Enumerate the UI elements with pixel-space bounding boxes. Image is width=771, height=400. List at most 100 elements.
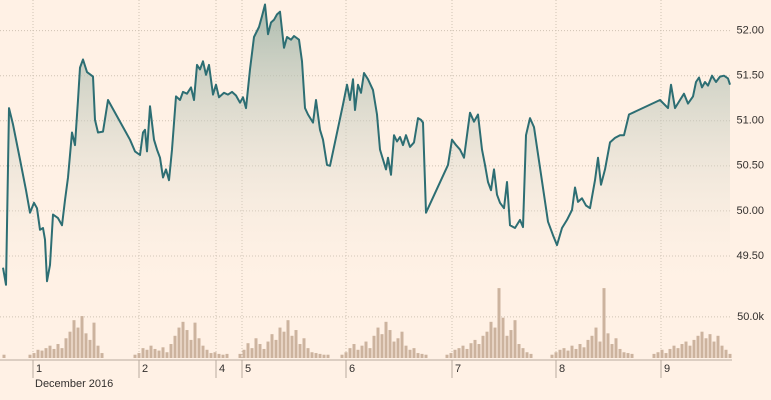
volume-bar: [52, 348, 56, 358]
volume-bar: [165, 352, 169, 358]
volume-bar: [217, 353, 221, 358]
volume-bar: [48, 345, 52, 358]
volume-bar: [193, 322, 197, 358]
volume-bar: [197, 338, 201, 358]
volume-bar: [664, 353, 668, 358]
y-tick-label: 51.00: [736, 115, 764, 127]
volume-bar: [578, 344, 582, 358]
volume-bar: [96, 345, 100, 358]
volume-bar: [481, 335, 485, 358]
x-tick-label: 9: [664, 363, 670, 375]
volume-bar: [586, 339, 590, 358]
volume-bar: [322, 354, 326, 358]
volume-bar: [392, 341, 396, 358]
volume-bar: [213, 352, 217, 358]
volume-bar: [246, 343, 250, 358]
volume-bar: [282, 331, 286, 358]
volume-bar: [100, 353, 104, 358]
x-tick-label: 4: [219, 363, 225, 375]
x-tick-label: 5: [245, 363, 251, 375]
volume-bar: [688, 345, 692, 358]
volume-bar: [364, 341, 368, 358]
volume-bar: [708, 334, 712, 358]
volume-bar: [465, 348, 469, 358]
volume-bar: [453, 349, 457, 358]
volume-bar: [348, 348, 352, 358]
volume-bar: [2, 354, 6, 358]
volume-bar: [314, 353, 318, 358]
volume-bar: [84, 333, 88, 358]
volume-bar: [505, 335, 509, 358]
y-tick-label: 51.50: [736, 70, 764, 82]
volume-bar: [614, 338, 618, 358]
x-tick-label: 6: [349, 363, 355, 375]
volume-bar: [622, 352, 626, 358]
volume-bar: [618, 348, 622, 358]
volume-bar: [310, 352, 314, 358]
volume-bar: [676, 348, 680, 358]
volume-bar: [684, 341, 688, 358]
volume-bar: [270, 334, 274, 358]
volume-bar: [521, 348, 525, 358]
volume-bar: [189, 339, 193, 358]
volume-bar: [554, 352, 558, 358]
volume-bar: [302, 338, 306, 358]
price-area: [3, 4, 730, 292]
volume-bar: [626, 353, 630, 358]
volume-bar: [630, 353, 634, 358]
volume-bar: [420, 353, 424, 358]
volume-bar: [88, 339, 92, 358]
volume-bar: [525, 352, 529, 358]
y-tick-label: 50.50: [736, 160, 764, 172]
x-tick-label: 7: [455, 363, 461, 375]
x-annotation: December 2016: [35, 378, 113, 390]
volume-bar: [652, 353, 656, 358]
y-tick-label: 50.0k: [737, 311, 764, 323]
volume-bar: [656, 352, 660, 358]
volume-bar: [28, 354, 32, 358]
volume-bar: [570, 345, 574, 358]
volume-bar: [205, 349, 209, 358]
volume-bar: [238, 353, 242, 358]
volume-bar: [449, 353, 453, 358]
volume-bar: [598, 341, 602, 358]
volume-bar: [574, 348, 578, 358]
volume-bar: [318, 353, 322, 358]
volume-bar: [290, 335, 294, 358]
volume-bar: [92, 322, 96, 358]
price-line: [2, 3, 731, 286]
volume-bar: [388, 330, 392, 358]
volume-bar: [326, 354, 330, 358]
volume-bar: [720, 345, 724, 358]
volume-bar: [225, 353, 229, 358]
volume-bar: [250, 348, 254, 358]
volume-bar: [696, 335, 700, 358]
volume-bar: [602, 288, 606, 358]
volume-bar: [68, 331, 72, 358]
volume-bar: [680, 344, 684, 358]
volume-bar: [416, 353, 420, 358]
volume-bar: [724, 349, 728, 358]
y-tick-label: 50.00: [736, 205, 764, 217]
volume-bar: [56, 344, 60, 358]
volume-bar: [145, 349, 149, 358]
volume-bar: [169, 344, 173, 358]
volume-bar: [469, 343, 473, 358]
volume-bar: [461, 345, 465, 358]
volume-bar: [36, 349, 40, 358]
volume-bar: [356, 349, 360, 358]
volume-bar: [594, 327, 598, 358]
volume-bar: [477, 344, 481, 358]
volume-bar: [513, 320, 517, 358]
volume-bar: [558, 349, 562, 358]
volume-bar: [704, 338, 708, 358]
volume-bar: [141, 348, 145, 358]
volume-bar: [298, 344, 302, 358]
volume-bar: [562, 348, 566, 358]
volume-bar: [352, 344, 356, 358]
volume-bar: [501, 317, 505, 358]
volume-bar: [181, 321, 185, 358]
volume-bar: [376, 327, 380, 358]
volume-bar: [493, 327, 497, 358]
